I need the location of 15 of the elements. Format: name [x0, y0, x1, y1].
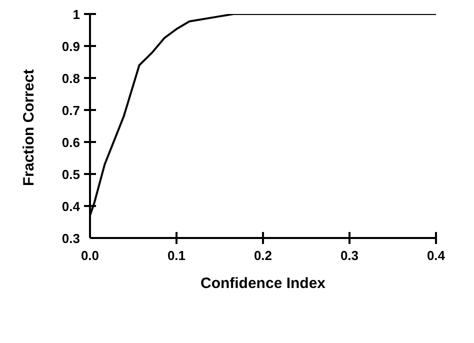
y-tick-label: 0.5 — [62, 167, 80, 182]
y-axis-title: Fraction Correct — [20, 69, 38, 186]
x-tick-label: 0.4 — [426, 248, 446, 263]
y-tick-label: 0.3 — [62, 231, 80, 246]
x-tick-label: 0.3 — [340, 248, 359, 263]
x-tick-label: 0.0 — [80, 248, 100, 263]
y-tick-label: 0.7 — [62, 103, 80, 118]
y-tick-label: 0.8 — [62, 71, 80, 86]
y-tick-label: 0.4 — [62, 199, 81, 214]
y-tick-label: 0.6 — [62, 135, 80, 150]
x-tick-label: 0.1 — [167, 248, 186, 263]
x-tick-label: 0.2 — [254, 248, 272, 263]
y-tick-label: 1 — [72, 7, 80, 22]
y-tick-label: 0.9 — [62, 39, 80, 54]
x-axis-title: Confidence Index — [200, 275, 326, 292]
